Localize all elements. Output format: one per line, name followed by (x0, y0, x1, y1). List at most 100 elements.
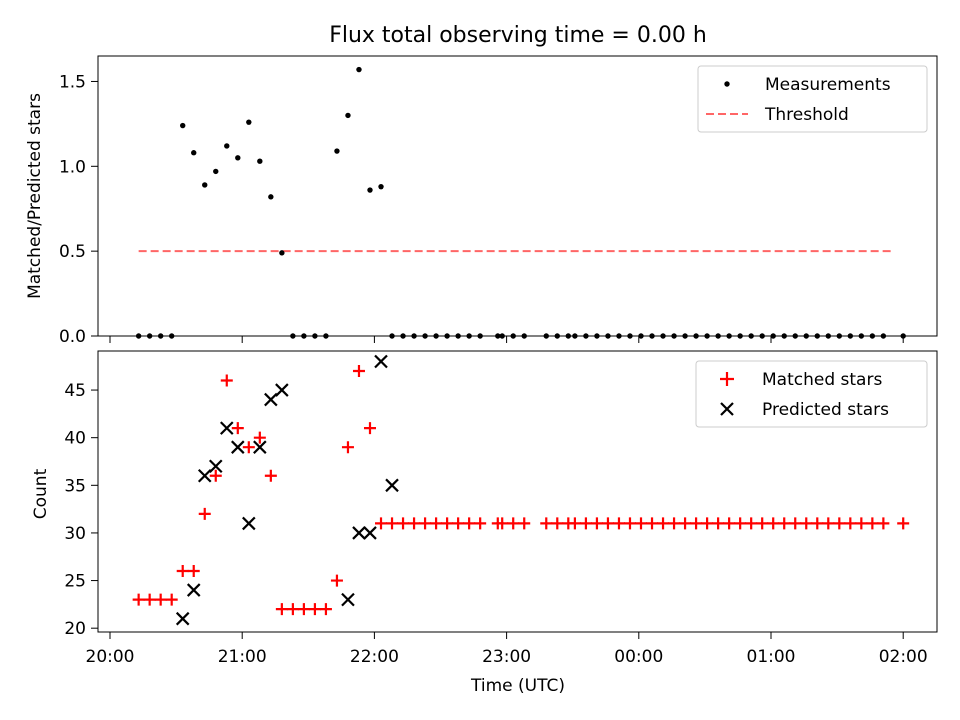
predicted-stars-point (363, 526, 377, 540)
measurements-point (803, 333, 809, 339)
measurements-point (649, 333, 655, 339)
measurements-point (748, 333, 754, 339)
measurements-point (638, 333, 644, 339)
matched-stars-point (507, 517, 520, 530)
matched-stars-point (833, 517, 846, 530)
matched-stars-point (441, 517, 454, 530)
matched-stars-point (154, 593, 167, 606)
ratio-y-axis-label: Matched/Predicted stars (25, 93, 45, 299)
counts-marks (132, 354, 910, 626)
counts-y-tick-label: 30 (64, 524, 86, 544)
counts-legend: Matched stars Predicted stars (695, 360, 928, 428)
measurements-point (202, 182, 208, 188)
matched-stars-point (877, 517, 890, 530)
measurements-point (836, 333, 843, 339)
matched-stars-point (386, 517, 399, 530)
measurements-point (455, 333, 461, 339)
measurements-point (422, 333, 428, 339)
matched-stars-point (855, 517, 868, 530)
matched-stars-point (264, 469, 277, 482)
matched-stars-point (756, 517, 769, 530)
predicted-stars-point (374, 354, 388, 369)
measurements-point (759, 333, 765, 339)
measurements-point (737, 333, 743, 339)
matched-stars-point (308, 603, 321, 616)
measurements-point (290, 333, 296, 339)
x-tick-label: 23:00 (482, 647, 531, 667)
matched-stars-point (176, 565, 189, 578)
matched-stars-point (822, 517, 835, 530)
matched-stars-point (866, 517, 879, 530)
counts-y-tick-label: 45 (64, 381, 86, 401)
matched-stars-point (811, 517, 824, 530)
measurements-point (323, 333, 329, 339)
measurements-point (356, 66, 362, 73)
matched-stars-point (430, 517, 443, 530)
measurements-point (268, 194, 274, 200)
x-tick-label: 01:00 (747, 647, 796, 667)
matched-stars-point (496, 517, 509, 530)
x-tick-label: 02:00 (879, 647, 928, 667)
matched-stars-point (679, 517, 692, 530)
measurements-point (770, 333, 776, 339)
predicted-stars-point (231, 440, 245, 454)
measurements-point (168, 333, 175, 339)
ratio-legend: Measurements Threshold (697, 65, 928, 133)
matched-stars-point (363, 422, 376, 435)
matched-stars-point (668, 517, 681, 530)
matched-stars-point (601, 517, 614, 530)
counts-y-tick-label: 25 (64, 572, 86, 592)
matched-stars-point (231, 422, 244, 435)
measurements-point (869, 333, 876, 339)
counts-y-axis-label: Count (31, 468, 51, 519)
measurements-point (682, 333, 688, 339)
chart-title: Flux total observing time = 0.00 h (329, 23, 707, 48)
measurements-point (825, 333, 831, 339)
matched-stars-point (734, 517, 747, 530)
predicted-stars-point (264, 392, 278, 407)
measurements-point (444, 333, 450, 339)
matched-stars-point (319, 603, 332, 616)
measurements-point (334, 148, 340, 154)
matched-stars-point (275, 603, 288, 616)
matched-stars-point (397, 517, 410, 530)
measurements-point (367, 187, 373, 193)
legend-matched-marker (720, 372, 734, 386)
measurements-point (389, 333, 395, 339)
measurements-point (235, 155, 241, 161)
counts-y-tick-label: 20 (64, 619, 86, 639)
matched-stars-point (452, 517, 465, 530)
measurements-point (704, 333, 710, 339)
counts-ticks: 20 25 30 35 40 45 20:00 21:00 22:00 23:00 00:00 01:… (64, 381, 927, 667)
counts-legend-box (695, 360, 928, 428)
matched-stars-point (623, 517, 636, 530)
matched-stars-point (635, 517, 648, 530)
measurements-point (400, 333, 406, 339)
legend-predicted-label: Predicted stars (762, 400, 889, 420)
measurements-point (660, 333, 666, 339)
measurements-point (180, 122, 186, 129)
measurements-point (521, 333, 527, 339)
ratio-marks (135, 66, 906, 339)
matched-stars-point (463, 517, 476, 530)
measurements-point (157, 333, 164, 339)
matched-stars-point (143, 593, 156, 606)
matched-stars-point (551, 517, 564, 530)
measurements-point (726, 333, 732, 339)
measurements-point (477, 333, 483, 339)
matched-stars-point (897, 517, 910, 530)
measurements-point (715, 333, 721, 339)
measurements-point (858, 333, 865, 339)
measurements-point (627, 333, 633, 339)
matched-stars-point (540, 517, 553, 530)
counts-axes-frame (97, 350, 938, 633)
predicted-stars-point (186, 583, 201, 597)
matched-stars-point (518, 517, 531, 530)
predicted-stars-point (175, 611, 190, 626)
measurements-point (781, 333, 787, 339)
matched-stars-point (745, 517, 758, 530)
x-tick-label: 00:00 (614, 647, 663, 667)
measurements-point (257, 158, 263, 164)
measurements-point (466, 333, 472, 339)
